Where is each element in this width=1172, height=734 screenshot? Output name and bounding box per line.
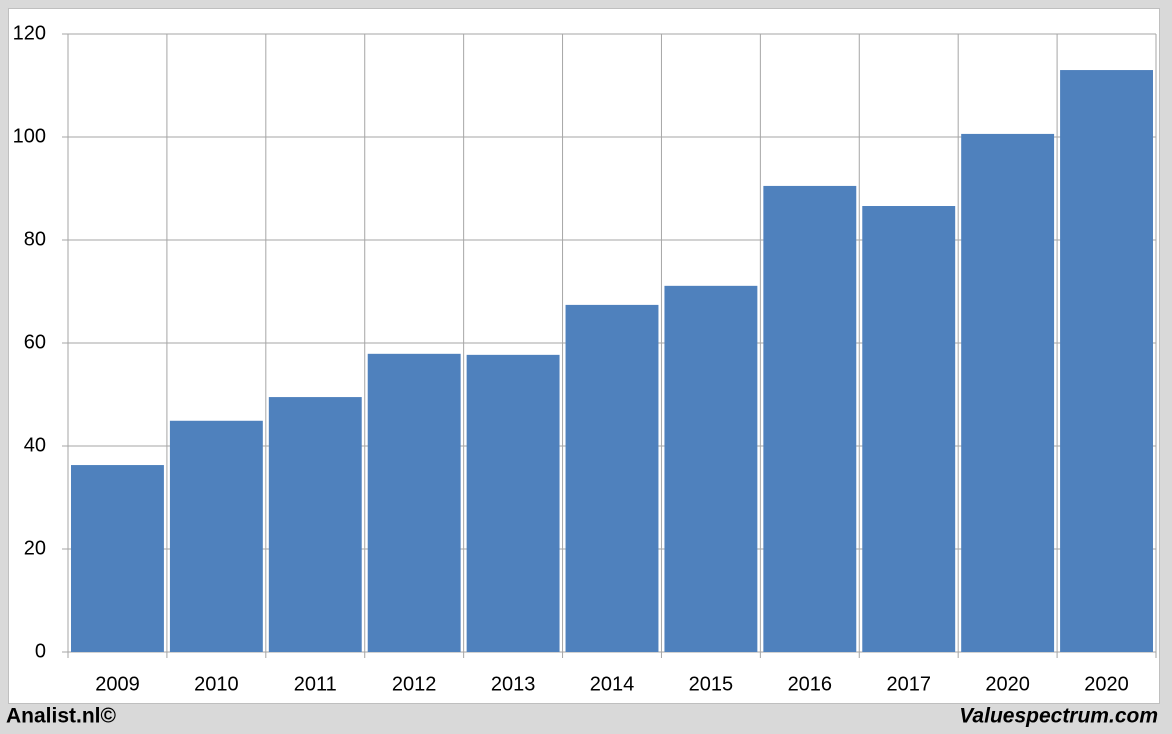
- bar: [268, 397, 362, 652]
- bar: [1060, 70, 1153, 653]
- bar: [862, 206, 956, 652]
- bar: [367, 353, 461, 652]
- bar: [71, 465, 164, 652]
- x-tick-label: 2015: [689, 673, 734, 695]
- bar: [961, 133, 1055, 652]
- x-tick-label: 2020: [1084, 673, 1129, 695]
- x-tick-label: 2013: [491, 673, 536, 695]
- y-tick-label: 40: [24, 434, 46, 456]
- y-tick-label: 100: [13, 125, 46, 147]
- bar: [466, 354, 560, 652]
- x-tick-label: 2009: [95, 673, 140, 695]
- x-tick-label: 2017: [886, 673, 931, 695]
- bar: [664, 285, 758, 652]
- x-tick-label: 2014: [590, 673, 635, 695]
- y-tick-label: 20: [24, 537, 46, 559]
- y-tick-label: 120: [13, 22, 46, 44]
- x-tick-label: 2020: [985, 673, 1030, 695]
- x-tick-label: 2012: [392, 673, 437, 695]
- y-tick-label: 60: [24, 331, 46, 353]
- bar: [169, 420, 263, 652]
- x-tick-label: 2016: [788, 673, 833, 695]
- bar: [763, 185, 857, 653]
- y-tick-label: 80: [24, 228, 46, 250]
- x-tick-label: 2011: [294, 673, 337, 695]
- footer-right: Valuespectrum.com: [959, 705, 1158, 728]
- y-tick-label: 0: [35, 640, 46, 662]
- x-tick-label: 2010: [194, 673, 239, 695]
- footer-left: Analist.nl©: [6, 705, 117, 728]
- bar: [565, 304, 659, 652]
